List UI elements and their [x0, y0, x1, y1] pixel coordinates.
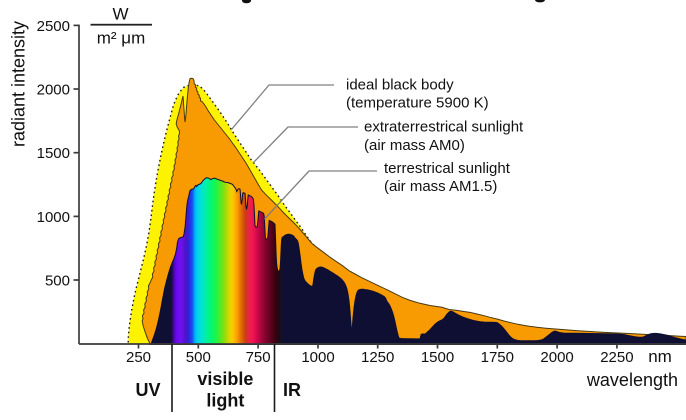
svg-text:light: light	[206, 391, 244, 411]
svg-text:m² μm: m² μm	[97, 29, 146, 48]
svg-text:1500: 1500	[421, 349, 454, 366]
svg-text:W: W	[112, 5, 128, 24]
svg-text:500: 500	[45, 272, 70, 289]
svg-text:2500: 2500	[37, 18, 70, 35]
svg-text:750: 750	[246, 349, 271, 366]
svg-text:1000: 1000	[301, 349, 334, 366]
svg-text:(air mass AM0): (air mass AM0)	[364, 137, 465, 154]
svg-text:2000: 2000	[540, 349, 573, 366]
svg-text:radiant intensity: radiant intensity	[8, 21, 28, 147]
svg-text:(air mass AM1.5): (air mass AM1.5)	[384, 178, 497, 195]
svg-text:1000: 1000	[37, 209, 70, 226]
svg-text:1250: 1250	[361, 349, 394, 366]
svg-text:1500: 1500	[37, 145, 70, 162]
svg-text:UV: UV	[135, 380, 160, 400]
svg-text:visible: visible	[197, 369, 253, 389]
svg-text:2000: 2000	[37, 81, 70, 98]
svg-text:(temperature 5900 K): (temperature 5900 K)	[346, 95, 489, 112]
svg-text:500: 500	[186, 349, 211, 366]
svg-text:ideal black body: ideal black body	[346, 77, 454, 94]
svg-text:wavelength: wavelength	[586, 370, 678, 390]
svg-text:250: 250	[126, 349, 151, 366]
svg-text:nm: nm	[648, 347, 672, 366]
svg-text:1750: 1750	[481, 349, 514, 366]
svg-text:extraterrestrical sunlight: extraterrestrical sunlight	[364, 119, 524, 136]
svg-text:IR: IR	[283, 380, 301, 400]
svg-text:terrestrical sunlight: terrestrical sunlight	[384, 160, 511, 177]
svg-text:2250: 2250	[600, 349, 633, 366]
